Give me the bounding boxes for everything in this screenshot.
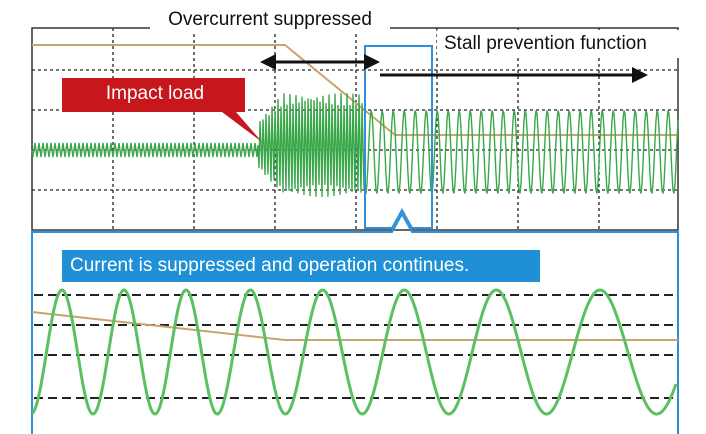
bottom-grid [34, 294, 676, 399]
impact-label: Impact load [106, 83, 204, 104]
continues-label: Current is suppressed and operation cont… [70, 255, 469, 276]
stall-label: Stall prevention function [444, 33, 647, 54]
zoom-panel-frame [31, 211, 679, 434]
top-grid [32, 28, 678, 230]
zoom-current-trace [30, 288, 678, 416]
frequency-trace [32, 44, 678, 136]
label-bg [437, 30, 685, 58]
overcurrent-arrow [260, 54, 380, 70]
current-trace [31, 93, 679, 198]
top-frame [31, 27, 679, 231]
overcurrent-label: Overcurrent suppressed [168, 9, 372, 30]
stall-arrow [380, 67, 648, 83]
continues-callout [62, 250, 540, 282]
label-bg [150, 6, 390, 34]
impact-callout [62, 78, 262, 142]
zoom-window [364, 45, 433, 229]
